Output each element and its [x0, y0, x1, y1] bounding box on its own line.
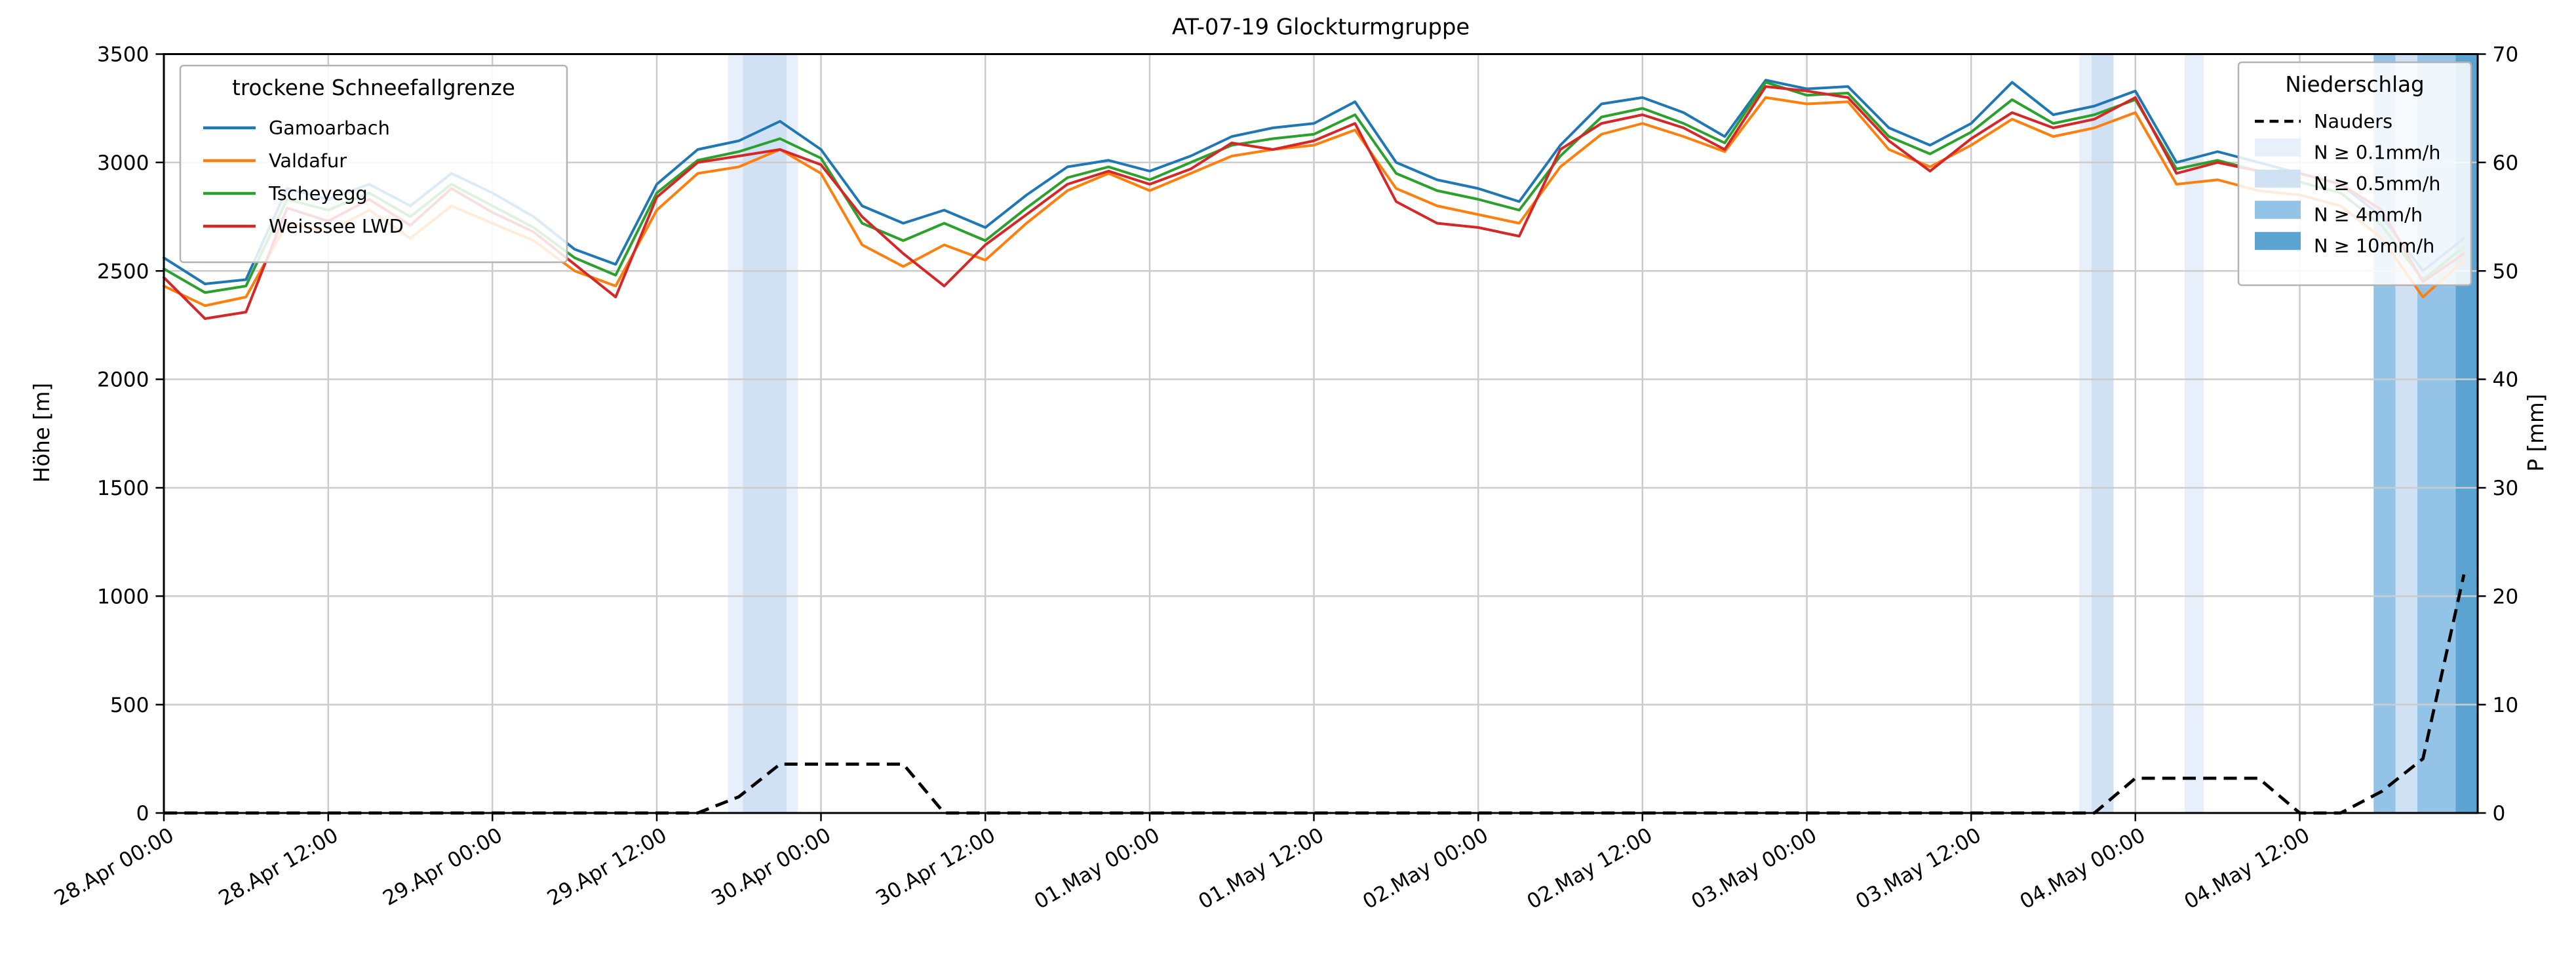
x-tick-label: 28.Apr 00:00: [50, 823, 178, 911]
legend-patch-sample-1: [2255, 169, 2301, 188]
y-axis-label-right: P [mm]: [2524, 394, 2548, 472]
y-tick-label-right: 70: [2493, 43, 2519, 67]
x-tick-label: 04.May 00:00: [2016, 823, 2150, 914]
precip-band-0.5: [743, 54, 787, 813]
y-tick-label-left: 1000: [97, 585, 149, 608]
x-tick-label: 01.May 12:00: [1194, 823, 1328, 914]
x-tick-label: 03.May 00:00: [1687, 823, 1821, 914]
legend-patch-sample-0: [2255, 138, 2301, 157]
legend-entry-weisssee-lwd: Weisssee LWD: [269, 215, 404, 237]
legend-entry-band-3: N ≥ 10mm/h: [2314, 235, 2434, 257]
legend-snowline-box: [179, 64, 568, 264]
legend-entry-valdafur: Valdafur: [269, 149, 347, 172]
precip-band-0.1: [728, 54, 743, 813]
legend-snowline-title: trockene Schneefallgrenze: [232, 75, 515, 100]
precip-bands-layer: [728, 54, 2478, 813]
x-tick-label: 01.May 00:00: [1030, 823, 1164, 914]
legend-entry-band-1: N ≥ 0.5mm/h: [2314, 172, 2441, 195]
legend-precip-box: [2237, 61, 2472, 287]
y-tick-label-right: 50: [2493, 260, 2519, 283]
y-tick-label-right: 40: [2493, 368, 2519, 392]
y-tick-label-right: 20: [2493, 585, 2519, 608]
y-tick-label-left: 0: [136, 802, 149, 825]
y-tick-label-left: 3500: [97, 43, 149, 67]
legends-layer: trockene Schneefallgrenze Gamoarbach Valda…: [179, 61, 2472, 287]
legend-precip-title: Niederschlag: [2285, 72, 2424, 97]
x-tick-label: 29.Apr 12:00: [543, 823, 671, 911]
legend-entry-band-0: N ≥ 0.1mm/h: [2314, 142, 2441, 164]
plot-border: [163, 52, 2479, 814]
y-tick-label-left: 3000: [97, 151, 149, 175]
x-tick-label: 03.May 12:00: [1852, 823, 1985, 914]
precip-band-0.1: [787, 54, 798, 813]
x-tick-label: 02.May 12:00: [1523, 823, 1657, 914]
legend-entry-band-2: N ≥ 4mm/h: [2314, 204, 2423, 226]
y-tick-label-left: 2500: [97, 260, 149, 283]
y-tick-label-left: 500: [110, 694, 149, 717]
x-tick-label: 30.Apr 12:00: [872, 823, 999, 911]
y-tick-label-right: 30: [2493, 477, 2519, 500]
y-tick-label-right: 0: [2493, 802, 2506, 825]
legend-patch-sample-2: [2255, 201, 2301, 219]
x-tick-label: 02.May 00:00: [1359, 823, 1493, 914]
legend-entry-gamoarbach: Gamoarbach: [269, 117, 390, 139]
x-tick-label: 29.Apr 00:00: [379, 823, 506, 911]
chart-title: AT-07-19 Glockturmgruppe: [1172, 14, 1470, 40]
y-tick-label-left: 1500: [97, 477, 149, 500]
y-tick-label-right: 10: [2493, 694, 2519, 717]
precip-band-0.5: [2092, 54, 2114, 813]
legend-entry-nauders: Nauders: [2314, 110, 2392, 132]
legend-entry-tscheyegg: Tscheyegg: [268, 182, 368, 205]
y-tick-label-left: 2000: [97, 368, 149, 392]
y-axis-label-left: Höhe [m]: [29, 383, 54, 483]
x-tick-label: 28.Apr 12:00: [215, 823, 342, 911]
x-tick-label: 30.Apr 00:00: [708, 823, 835, 911]
x-tick-label: 04.May 12:00: [2180, 823, 2314, 914]
precip-band-0.1: [2079, 54, 2092, 813]
y-tick-label-right: 60: [2493, 151, 2519, 175]
axes-layer: [163, 52, 2479, 814]
legend-patch-sample-3: [2255, 231, 2301, 250]
